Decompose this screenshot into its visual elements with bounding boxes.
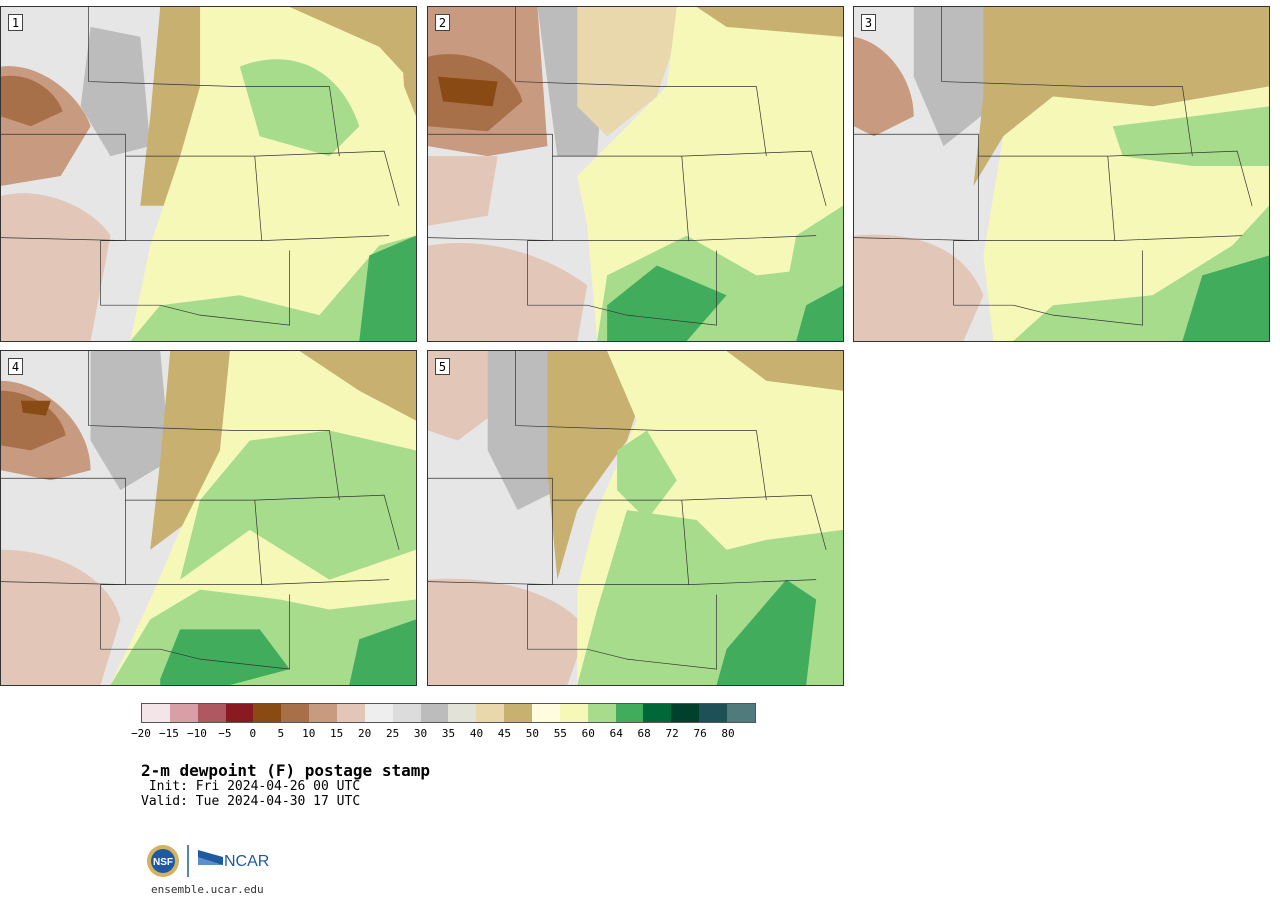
- colorbar-swatch: [643, 704, 672, 722]
- logos: NSF NCAR: [145, 843, 275, 881]
- colorbar-swatch: [587, 704, 616, 722]
- colorbar-swatch: [476, 704, 505, 722]
- colorbar-swatch: [253, 704, 282, 722]
- dewpoint-map-4: [1, 351, 416, 685]
- colorbar-tick-label: 15: [330, 727, 344, 740]
- colorbar-tick-label: 55: [553, 727, 567, 740]
- stamp-panel-3: 3: [853, 6, 1270, 342]
- colorbar-tick-label: 72: [665, 727, 679, 740]
- valid-time: Valid: Tue 2024-04-30 17 UTC: [141, 794, 361, 809]
- colorbar-swatch: [364, 704, 393, 722]
- colorbar-swatch: [281, 704, 310, 722]
- colorbar-tick-label: 10: [302, 727, 316, 740]
- ncar-logo: NCAR: [198, 850, 269, 870]
- colorbar-swatch: [615, 704, 644, 722]
- site-url: ensemble.ucar.edu: [151, 883, 264, 896]
- panel-number: 3: [861, 14, 876, 31]
- colorbar-swatch: [532, 704, 560, 722]
- colorbar-tick-label: 76: [693, 727, 707, 740]
- colorbar-ticks: −20 −15 −10 −5 0 5 10 15 20 25 30 35 40 45 50 55 60 64 68 7…: [131, 727, 756, 741]
- dewpoint-map-5: [428, 351, 843, 685]
- colorbar-swatch: [699, 704, 728, 722]
- colorbar-tick-label: −15: [159, 727, 179, 740]
- colorbar-swatch: [671, 704, 700, 722]
- panel-number: 2: [435, 14, 450, 31]
- colorbar-tick-label: 20: [358, 727, 372, 740]
- colorbar-swatch: [727, 704, 755, 722]
- colorbar-tick-label: 80: [721, 727, 735, 740]
- stamp-panel-5: 5: [427, 350, 844, 686]
- colorbar-tick-label: 50: [525, 727, 539, 740]
- colorbar-tick-label: 25: [385, 727, 400, 740]
- panel-number: 1: [8, 14, 23, 31]
- dewpoint-map-1: [1, 7, 416, 341]
- colorbar-swatch: [337, 704, 365, 722]
- colorbar: [141, 703, 756, 723]
- dewpoint-map-3: [854, 7, 1269, 341]
- nsf-text: NSF: [153, 857, 173, 868]
- colorbar-swatch: [420, 704, 449, 722]
- stamp-panel-1: 1: [0, 6, 417, 342]
- nsf-logo: NSF: [147, 845, 179, 877]
- dewpoint-map-2: [428, 7, 843, 341]
- colorbar-swatch: [169, 704, 198, 722]
- colorbar-tick-label: −10: [186, 727, 207, 740]
- stamp-panel-2: 2: [427, 6, 844, 342]
- colorbar-swatch: [392, 704, 421, 722]
- chart-title: 2-m dewpoint (F) postage stamp: [141, 761, 430, 780]
- colorbar-tick-label: −20: [131, 727, 151, 740]
- colorbar-tick-label: 68: [637, 727, 651, 740]
- colorbar-tick-label: −5: [218, 727, 232, 740]
- colorbar-tick-label: 45: [497, 727, 512, 740]
- init-time: Init: Fri 2024-04-26 00 UTC: [141, 779, 361, 794]
- panel-number: 5: [435, 358, 450, 375]
- stamp-panel-4: 4: [0, 350, 417, 686]
- panel-number: 4: [8, 358, 23, 375]
- colorbar-swatch: [225, 704, 254, 722]
- colorbar-tick-label: 64: [609, 727, 623, 740]
- ncar-text: NCAR: [224, 853, 269, 870]
- colorbar-swatch: [197, 704, 226, 722]
- colorbar-swatch: [504, 704, 533, 722]
- colorbar-tick-label: 0: [249, 727, 257, 740]
- colorbar-swatch: [559, 704, 588, 722]
- colorbar-tick-label: 35: [441, 727, 456, 740]
- colorbar-swatch: [448, 704, 477, 722]
- colorbar-swatch: [309, 704, 338, 722]
- colorbar-tick-label: 30: [413, 727, 428, 740]
- colorbar-tick-label: 60: [581, 727, 595, 740]
- colorbar-swatch: [142, 704, 170, 722]
- colorbar-tick-label: 40: [469, 727, 484, 740]
- colorbar-tick-label: 5: [277, 727, 285, 740]
